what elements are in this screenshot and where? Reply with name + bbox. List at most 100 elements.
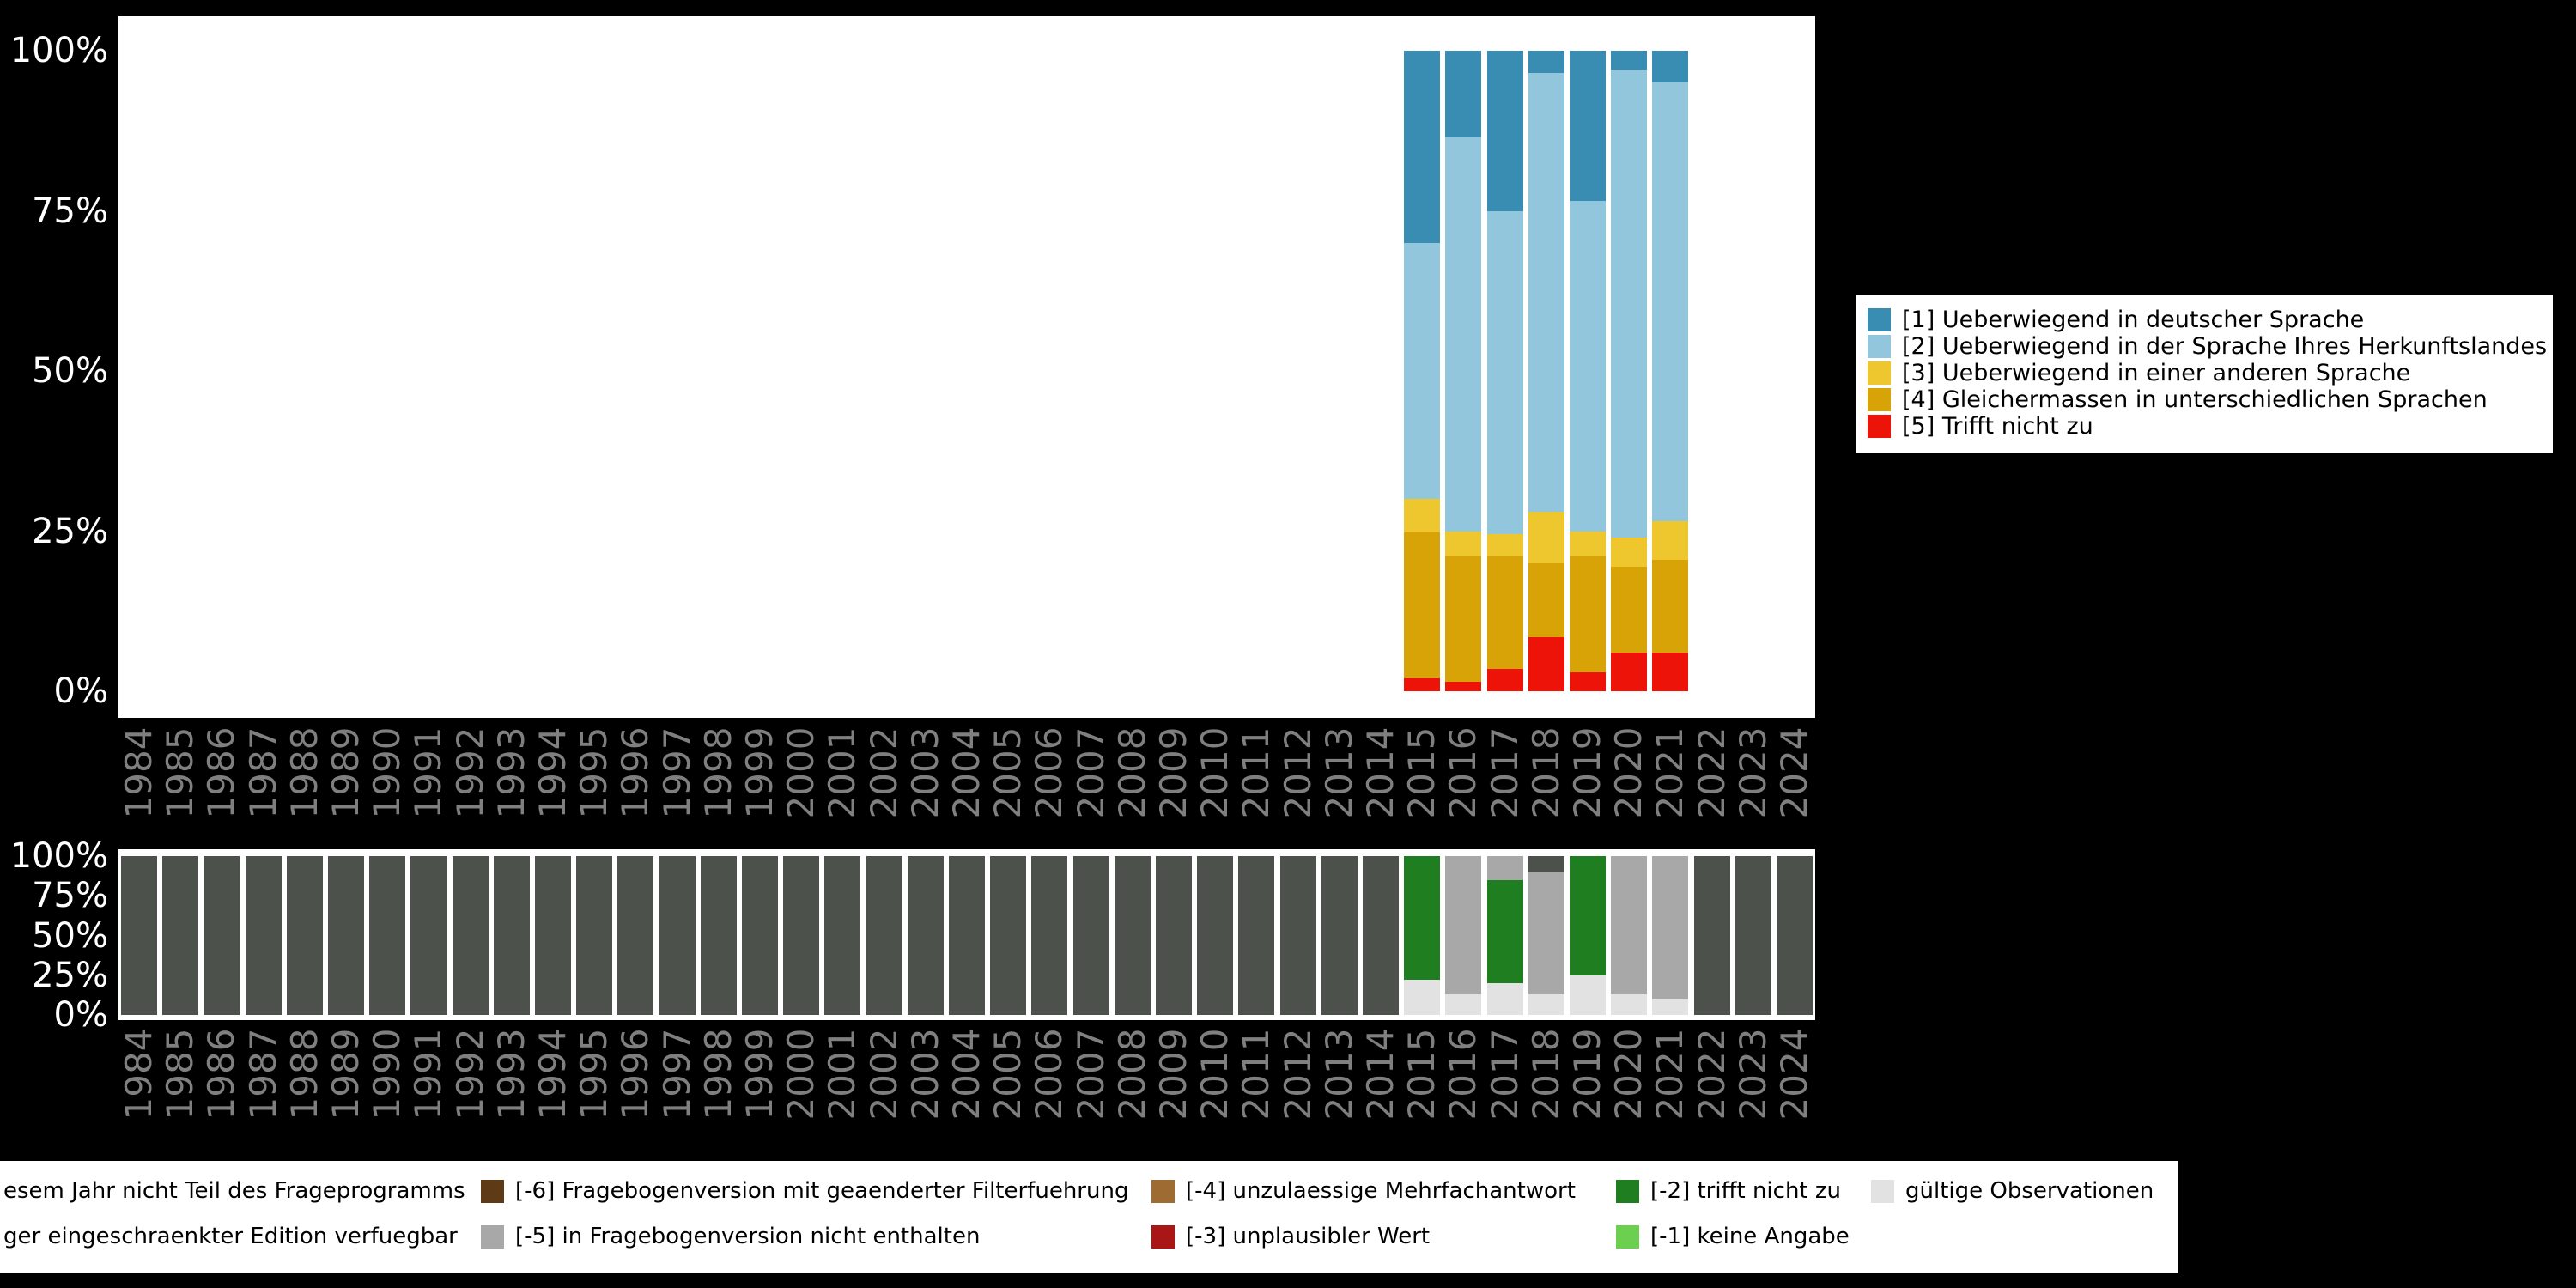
x-tick-label: 2008 bbox=[1112, 988, 1153, 1160]
x-tick-label: 2007 bbox=[1071, 988, 1112, 1160]
segment-cat5 bbox=[1528, 637, 1564, 691]
x-tick-label: 2021 bbox=[1649, 687, 1691, 859]
bar-2018 bbox=[1528, 51, 1564, 691]
segment-cat1 bbox=[1652, 51, 1688, 82]
bar-2017 bbox=[1487, 51, 1523, 691]
segment-not_in_version bbox=[1528, 872, 1564, 994]
x-tick-label: 1987 bbox=[243, 687, 284, 859]
x-tick-label: 2019 bbox=[1567, 988, 1608, 1160]
x-tick-label: 1993 bbox=[491, 988, 532, 1160]
legend-swatch bbox=[1151, 1225, 1175, 1249]
legend-swatch bbox=[1871, 1180, 1894, 1203]
segment-cat5 bbox=[1652, 653, 1688, 691]
x-tick-label: 2005 bbox=[987, 988, 1029, 1160]
x-tick-label: 1985 bbox=[160, 988, 201, 1160]
x-tick-label: 2017 bbox=[1485, 988, 1526, 1160]
x-tick-label: 1998 bbox=[698, 988, 739, 1160]
x-tick-label: 2019 bbox=[1567, 687, 1608, 859]
legend-item: [1] Ueberwiegend in deutscher Sprache bbox=[1868, 307, 2541, 333]
legend-item: [2] Ueberwiegend in der Sprache Ihres He… bbox=[1868, 333, 2541, 360]
legend-item: [-5] in Fragebogenversion nicht enthalte… bbox=[481, 1223, 980, 1250]
x-tick-label: 2015 bbox=[1401, 687, 1443, 859]
legend-label: [-4] unzulaessige Mehrfachantwort bbox=[1186, 1178, 1576, 1204]
segment-cat3 bbox=[1404, 499, 1440, 531]
segment-not_in_version bbox=[1487, 856, 1523, 880]
x-tick-label: 2016 bbox=[1443, 988, 1484, 1160]
segment-cat1 bbox=[1528, 51, 1564, 73]
segment-cat3 bbox=[1445, 532, 1481, 557]
segment-cat3 bbox=[1652, 521, 1688, 560]
segment-cat4 bbox=[1570, 556, 1606, 671]
segment-cat2 bbox=[1652, 82, 1688, 521]
x-tick-label: 2018 bbox=[1526, 687, 1567, 859]
x-tick-label: 1987 bbox=[243, 988, 284, 1160]
x-tick-label: 2001 bbox=[822, 687, 863, 859]
y-tick-label: 100% bbox=[0, 835, 108, 877]
x-tick-label: 1984 bbox=[118, 687, 160, 859]
x-tick-label: 2022 bbox=[1692, 687, 1733, 859]
segment-cat2 bbox=[1611, 70, 1647, 538]
x-tick-label: 2007 bbox=[1071, 687, 1112, 859]
segment-minus2 bbox=[1404, 856, 1440, 980]
legend-swatch bbox=[1616, 1180, 1639, 1203]
segment-cat1 bbox=[1487, 51, 1523, 211]
x-tick-label: 2024 bbox=[1774, 687, 1815, 859]
legend-item: esem Jahr nicht Teil des Frageprogramms bbox=[3, 1177, 465, 1205]
segment-cat2 bbox=[1404, 243, 1440, 499]
legend-swatch bbox=[1151, 1180, 1175, 1203]
segment-minus2 bbox=[1570, 856, 1606, 975]
x-tick-label: 2011 bbox=[1236, 988, 1277, 1160]
x-tick-label: 1996 bbox=[615, 687, 656, 859]
x-tick-label: 1986 bbox=[201, 687, 242, 859]
x-tick-label: 2006 bbox=[1029, 687, 1070, 859]
legend-label: [4] Gleichermassen in unterschiedlichen … bbox=[1902, 386, 2488, 413]
segment-cat4 bbox=[1652, 560, 1688, 653]
x-tick-label: 2023 bbox=[1733, 687, 1774, 859]
x-tick-label: 2018 bbox=[1526, 988, 1567, 1160]
x-tick-label: 2020 bbox=[1608, 988, 1649, 1160]
segment-cat3 bbox=[1528, 512, 1564, 563]
x-tick-label: 2014 bbox=[1360, 687, 1401, 859]
segment-cat3 bbox=[1611, 538, 1647, 567]
x-tick-label: 2023 bbox=[1733, 988, 1774, 1160]
x-tick-label: 2010 bbox=[1194, 988, 1236, 1160]
x-tick-label: 2011 bbox=[1236, 687, 1277, 859]
y-tick-label: 0% bbox=[0, 994, 108, 1036]
legend-label: ger eingeschraenkter Edition verfuegbar bbox=[3, 1224, 458, 1249]
legend-swatch bbox=[481, 1180, 504, 1203]
x-tick-label: 2017 bbox=[1485, 687, 1526, 859]
x-tick-label: 2005 bbox=[987, 687, 1029, 859]
segment-cat2 bbox=[1487, 211, 1523, 535]
segment-cat1 bbox=[1445, 51, 1481, 137]
legend-label: [-1] keine Angabe bbox=[1650, 1224, 1850, 1249]
legend-item: ger eingeschraenkter Edition verfuegbar bbox=[3, 1223, 458, 1250]
segment-cat3 bbox=[1570, 532, 1606, 557]
x-tick-label: 2013 bbox=[1319, 687, 1360, 859]
segment-cat4 bbox=[1404, 532, 1440, 679]
segment-not_in_version bbox=[1652, 856, 1688, 999]
x-tick-label: 2008 bbox=[1112, 687, 1153, 859]
x-tick-label: 2016 bbox=[1443, 687, 1484, 859]
bar-2019 bbox=[1570, 51, 1606, 691]
segment-cat1 bbox=[1570, 51, 1606, 201]
legend-item: [4] Gleichermassen in unterschiedlichen … bbox=[1868, 386, 2541, 413]
legend-item: [-4] unzulaessige Mehrfachantwort bbox=[1151, 1177, 1576, 1205]
y-tick-label: 25% bbox=[0, 955, 108, 996]
x-tick-label: 1985 bbox=[160, 687, 201, 859]
missings-legend: esem Jahr nicht Teil des Frageprogramms [… bbox=[0, 1161, 2178, 1273]
segment-cat4 bbox=[1487, 556, 1523, 669]
x-tick-label: 1990 bbox=[367, 687, 408, 859]
y-tick-label: 100% bbox=[0, 30, 108, 71]
x-tick-label: 1999 bbox=[739, 687, 781, 859]
segment-not_in_version bbox=[1445, 856, 1481, 994]
x-tick-label: 1991 bbox=[408, 687, 449, 859]
segment-cat4 bbox=[1611, 567, 1647, 653]
x-tick-label: 1989 bbox=[325, 988, 367, 1160]
legend-label: [-6] Fragebogenversion mit geaenderter F… bbox=[515, 1178, 1128, 1204]
bar-2021 bbox=[1652, 51, 1688, 691]
segment-cat1 bbox=[1611, 51, 1647, 70]
segment-not_in_version bbox=[1611, 856, 1647, 994]
x-tick-label: 2003 bbox=[905, 687, 946, 859]
x-tick-label: 1992 bbox=[450, 988, 491, 1160]
legend-label: [2] Ueberwiegend in der Sprache Ihres He… bbox=[1902, 333, 2547, 360]
